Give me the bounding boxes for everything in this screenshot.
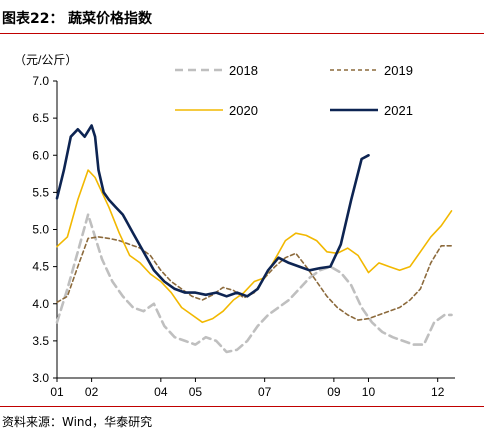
y-tick-label: 3.5 [32, 334, 49, 348]
y-tick-label: 4.5 [32, 260, 49, 274]
x-tick-label: 12 [431, 385, 445, 399]
figure-title: 蔬菜价格指数 [68, 11, 152, 27]
x-tick-label: 04 [154, 385, 168, 399]
y-axis-unit-label: （元/公斤） [14, 53, 77, 67]
y-tick-label: 5.5 [32, 185, 49, 199]
series-line-2019 [56, 236, 453, 321]
legend-label-2019: 2019 [384, 63, 413, 78]
legend-label-2021: 2021 [384, 103, 413, 118]
x-tick-label: 02 [85, 385, 99, 399]
y-tick-label: 7.0 [32, 74, 49, 88]
y-tick-label: 5.0 [32, 223, 49, 237]
x-tick-label: 09 [327, 385, 341, 399]
y-tick-label: 6.0 [32, 148, 49, 162]
vegetable-price-chart: （元/公斤） 3.0 3.5 4.0 4.5 5.0 5.5 6.0 6.5 7.0 01 02 04… [14, 53, 455, 399]
series-lines [55, 124, 453, 354]
legend-label-2018: 2018 [229, 63, 258, 78]
figure-label: 图表22： [2, 11, 64, 27]
x-tick-label: 10 [362, 385, 376, 399]
series-line-2021 [55, 124, 370, 298]
legend-label-2020: 2020 [229, 103, 258, 118]
legend: 2018 2019 2020 2021 [175, 63, 413, 118]
y-tick-label: 6.5 [32, 111, 49, 125]
series-line-2020 [56, 169, 453, 324]
series-line-2018 [55, 213, 453, 354]
y-tick-label: 4.0 [32, 297, 49, 311]
source-bar: 资料来源：Wind，华泰研究 [0, 406, 484, 432]
x-tick-label: 01 [50, 385, 64, 399]
y-tick-label: 3.0 [32, 371, 49, 385]
axes: 3.0 3.5 4.0 4.5 5.0 5.5 6.0 6.5 7.0 01 02 04 05 07 09 1… [32, 74, 455, 399]
title-bar: 图表22： 蔬菜价格指数 [0, 0, 484, 34]
source-note: 资料来源：Wind，华泰研究 [2, 415, 153, 429]
x-tick-label: 07 [258, 385, 272, 399]
x-tick-label: 05 [189, 385, 203, 399]
